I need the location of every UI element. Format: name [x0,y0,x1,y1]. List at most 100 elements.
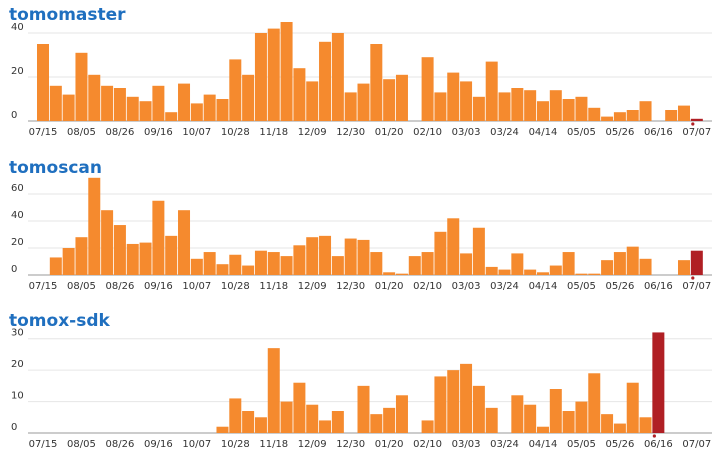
x-tick-label: 10/07 [182,281,211,292]
bar [75,52,88,121]
y-tick-label: 30 [11,328,24,339]
y-tick-label: 20 [11,237,24,248]
bar [370,414,383,433]
x-tick-label: 06/16 [644,439,673,450]
bar [293,68,306,121]
bar [562,99,575,121]
bar [472,227,485,275]
x-tick-label: 11/18 [259,281,288,292]
x-tick-label: 02/10 [413,127,442,138]
bar [203,94,216,121]
x-tick-label: 01/20 [375,281,404,292]
chart-title: tomoscan [9,158,102,178]
bar [485,61,498,121]
bar [190,103,203,121]
bar [690,118,703,121]
x-tick-label: 08/05 [67,439,96,450]
x-tick-label: 08/26 [106,439,135,450]
bar [178,83,191,121]
bar [152,200,165,275]
x-tick-label: 06/16 [644,281,673,292]
x-tick-label: 02/10 [413,439,442,450]
bar [588,273,601,275]
x-tick-label: 08/26 [106,127,135,138]
bar [395,273,408,275]
x-tick-label: 12/30 [336,281,365,292]
bar [370,252,383,275]
bar [588,107,601,121]
x-tick-label: 04/14 [529,281,558,292]
bar [49,257,62,275]
bar [498,92,511,121]
bar [306,404,319,433]
bar [101,210,114,275]
bar [434,92,447,121]
chart-title: tomomaster [9,5,126,25]
bar [242,74,255,121]
bar [267,28,280,122]
bar [678,105,690,121]
bar [88,74,101,121]
bar [485,407,498,433]
bar [575,401,588,433]
x-tick-label: 09/16 [144,127,173,138]
bar [280,401,293,433]
bar [139,242,152,275]
x-tick-label: 04/14 [529,439,558,450]
bar [536,426,549,433]
x-tick-label: 05/26 [605,127,634,138]
bar [588,373,601,433]
highlight-dot [691,276,695,280]
bar [549,90,562,121]
bar [626,382,639,433]
x-tick-label: 07/15 [29,127,58,138]
x-tick-label: 03/24 [490,439,519,450]
bar [472,96,485,121]
bar [408,256,421,275]
x-tick-label: 01/20 [375,127,404,138]
bar [319,420,332,433]
bar [254,250,267,275]
highlight-dot [691,122,695,126]
x-tick-label: 10/28 [221,281,250,292]
bar [626,246,639,275]
bar [126,243,139,275]
x-tick-label: 07/07 [682,281,711,292]
bar [165,112,178,121]
bar [447,72,460,121]
x-tick-label: 11/18 [259,127,288,138]
bar [165,235,178,275]
bar [383,272,396,275]
x-tick-label: 12/09 [298,127,327,138]
x-tick-label: 07/15 [29,281,58,292]
bar [267,348,280,433]
bar [678,260,690,275]
bar [49,85,62,121]
y-tick-label: 10 [11,391,24,402]
bar [626,110,639,121]
bar [395,74,408,121]
x-tick-label: 07/07 [682,439,711,450]
bar [536,101,549,121]
x-tick-label: 05/05 [567,439,596,450]
bar [472,385,485,433]
x-tick-label: 03/03 [452,439,481,450]
x-tick-label: 11/18 [259,439,288,450]
bar [101,85,114,121]
bar [88,177,101,275]
bar [524,269,537,275]
bar [293,245,306,275]
bar [216,264,229,275]
bar [139,101,152,121]
bar [562,252,575,275]
bar [460,363,473,433]
bar [113,225,126,275]
bar [254,33,267,121]
x-tick-label: 08/26 [106,281,135,292]
bar [357,239,370,275]
x-tick-label: 03/24 [490,281,519,292]
bar [498,269,511,275]
bar [203,252,216,275]
bar [293,382,306,433]
